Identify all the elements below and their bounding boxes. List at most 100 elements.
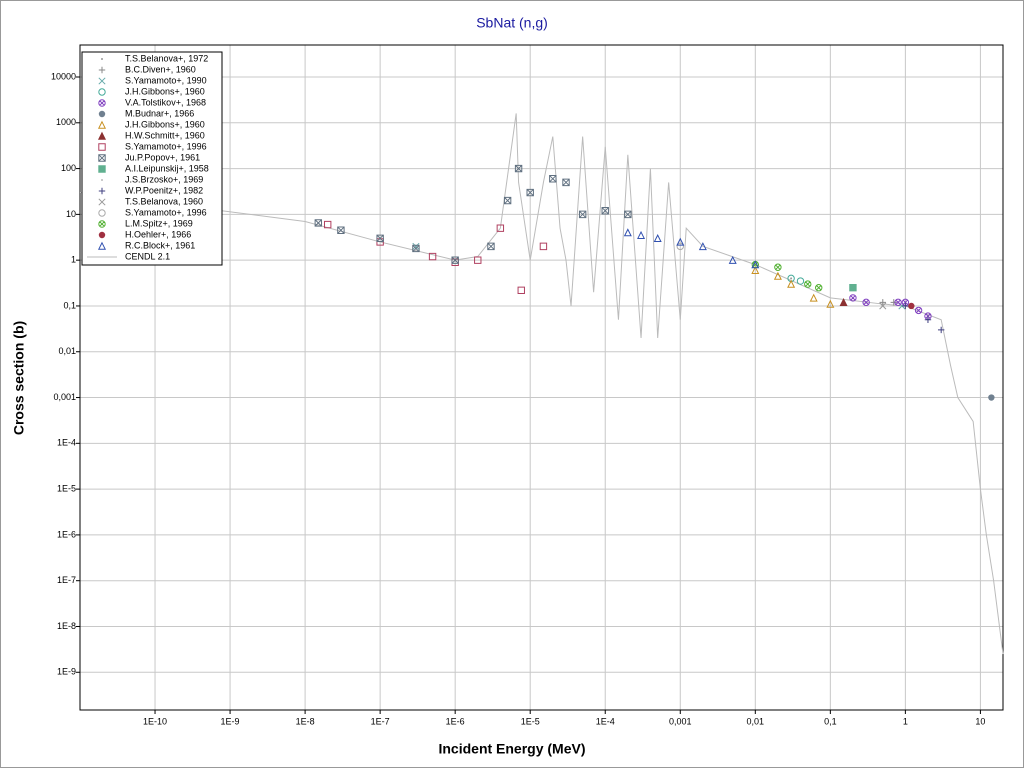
- legend-marker: [98, 88, 106, 96]
- y-tick-label: 1000: [56, 117, 76, 127]
- legend-marker: [98, 154, 106, 162]
- y-axis-label: Cross section (b): [11, 321, 27, 435]
- y-tick-label: 1E-7: [57, 575, 76, 585]
- legend-label: V.A.Tolstikov+, 1968: [125, 97, 206, 107]
- marker: [412, 244, 420, 253]
- legend-label: S.Yamamoto+, 1996: [125, 207, 207, 217]
- legend-label: W.P.Poenitz+, 1982: [125, 185, 203, 195]
- legend-label: H.W.Schmitt+, 1960: [125, 130, 205, 140]
- marker: [314, 219, 323, 227]
- marker: [517, 286, 525, 294]
- marker: [787, 279, 796, 288]
- x-tick-label: 1: [903, 716, 908, 726]
- legend-marker: [98, 99, 106, 107]
- marker: [894, 298, 902, 306]
- legend-label: R.C.Block+, 1961: [125, 240, 195, 250]
- legend-label: S.Yamamoto+, 1990: [125, 75, 207, 85]
- x-tick-label: 0,001: [669, 716, 692, 726]
- x-tick-label: 1E-6: [446, 716, 465, 726]
- marker: [496, 224, 505, 232]
- marker: [908, 302, 915, 310]
- marker: [796, 277, 805, 285]
- marker: [698, 242, 707, 251]
- legend-label: H.Oehler+, 1966: [125, 229, 191, 239]
- marker: [937, 326, 945, 334]
- marker: [774, 263, 782, 271]
- legend-marker: [98, 209, 106, 217]
- marker: [549, 175, 557, 183]
- marker: [676, 237, 685, 246]
- marker: [428, 252, 437, 261]
- y-tick-label: 10: [66, 209, 76, 219]
- legend-marker: [98, 110, 106, 118]
- legend-marker: [98, 231, 106, 239]
- marker: [924, 316, 932, 323]
- y-tick-label: 0,1: [63, 300, 76, 310]
- x-tick-label: 1E-10: [143, 716, 167, 726]
- legend-label: J.H.Gibbons+, 1960: [125, 119, 205, 129]
- marker: [503, 196, 512, 205]
- legend-marker: [98, 220, 106, 228]
- legend-label: M.Budnar+, 1966: [125, 108, 194, 118]
- legend-marker: [97, 131, 107, 140]
- marker: [902, 302, 909, 310]
- legend-marker: [98, 66, 106, 74]
- legend-marker: [98, 187, 106, 195]
- marker: [773, 271, 782, 280]
- curve: [79, 113, 1004, 655]
- y-tick-label: 100: [61, 163, 76, 173]
- marker: [751, 260, 760, 269]
- plot-area: [79, 44, 1004, 711]
- marker: [751, 266, 760, 275]
- marker: [624, 210, 632, 219]
- legend-marker: [98, 165, 106, 173]
- legend-label: A.I.Leipunskij+, 1958: [125, 163, 209, 173]
- legend-marker: [98, 198, 106, 206]
- marker: [562, 178, 570, 187]
- legend-marker: [97, 241, 107, 250]
- marker: [323, 220, 332, 229]
- legend-marker: [97, 120, 107, 129]
- x-tick-label: 1E-9: [221, 716, 240, 726]
- marker: [514, 164, 523, 173]
- marker: [539, 242, 548, 251]
- y-tick-label: 0,01: [58, 346, 76, 356]
- marker: [526, 188, 534, 197]
- marker: [879, 299, 886, 306]
- y-tick-label: 1E-5: [57, 483, 76, 493]
- x-axis-label: Incident Energy (MeV): [438, 741, 585, 757]
- x-tick-label: 0,1: [824, 716, 837, 726]
- marker: [839, 298, 848, 307]
- marker: [815, 284, 823, 292]
- legend-marker: [101, 179, 103, 181]
- marker: [637, 230, 646, 239]
- marker: [601, 207, 609, 215]
- legend-marker: [98, 77, 106, 85]
- marker: [890, 299, 897, 306]
- legend-label: J.H.Gibbons+, 1960: [125, 86, 205, 96]
- legend-marker: [98, 143, 106, 151]
- marker: [487, 242, 495, 251]
- legend-marker: [101, 58, 103, 60]
- marker: [623, 228, 632, 237]
- marker: [676, 242, 684, 251]
- marker: [914, 306, 923, 315]
- legend-label: S.Yamamoto+, 1996: [125, 141, 207, 151]
- marker: [728, 255, 737, 264]
- legend-label: T.S.Belanova, 1960: [125, 196, 203, 206]
- marker: [804, 280, 812, 288]
- marker: [653, 233, 662, 243]
- marker: [809, 293, 818, 302]
- legend-label: J.S.Brzosko+, 1969: [125, 174, 203, 184]
- marker: [829, 304, 832, 307]
- marker: [790, 277, 793, 280]
- marker: [751, 260, 760, 269]
- x-tick-label: 0,01: [747, 716, 765, 726]
- legend-label: L.M.Spitz+, 1969: [125, 218, 193, 228]
- marker: [849, 284, 857, 292]
- plot-border: [79, 44, 1004, 711]
- y-tick-label: 1E-9: [57, 667, 76, 677]
- marker: [901, 298, 910, 306]
